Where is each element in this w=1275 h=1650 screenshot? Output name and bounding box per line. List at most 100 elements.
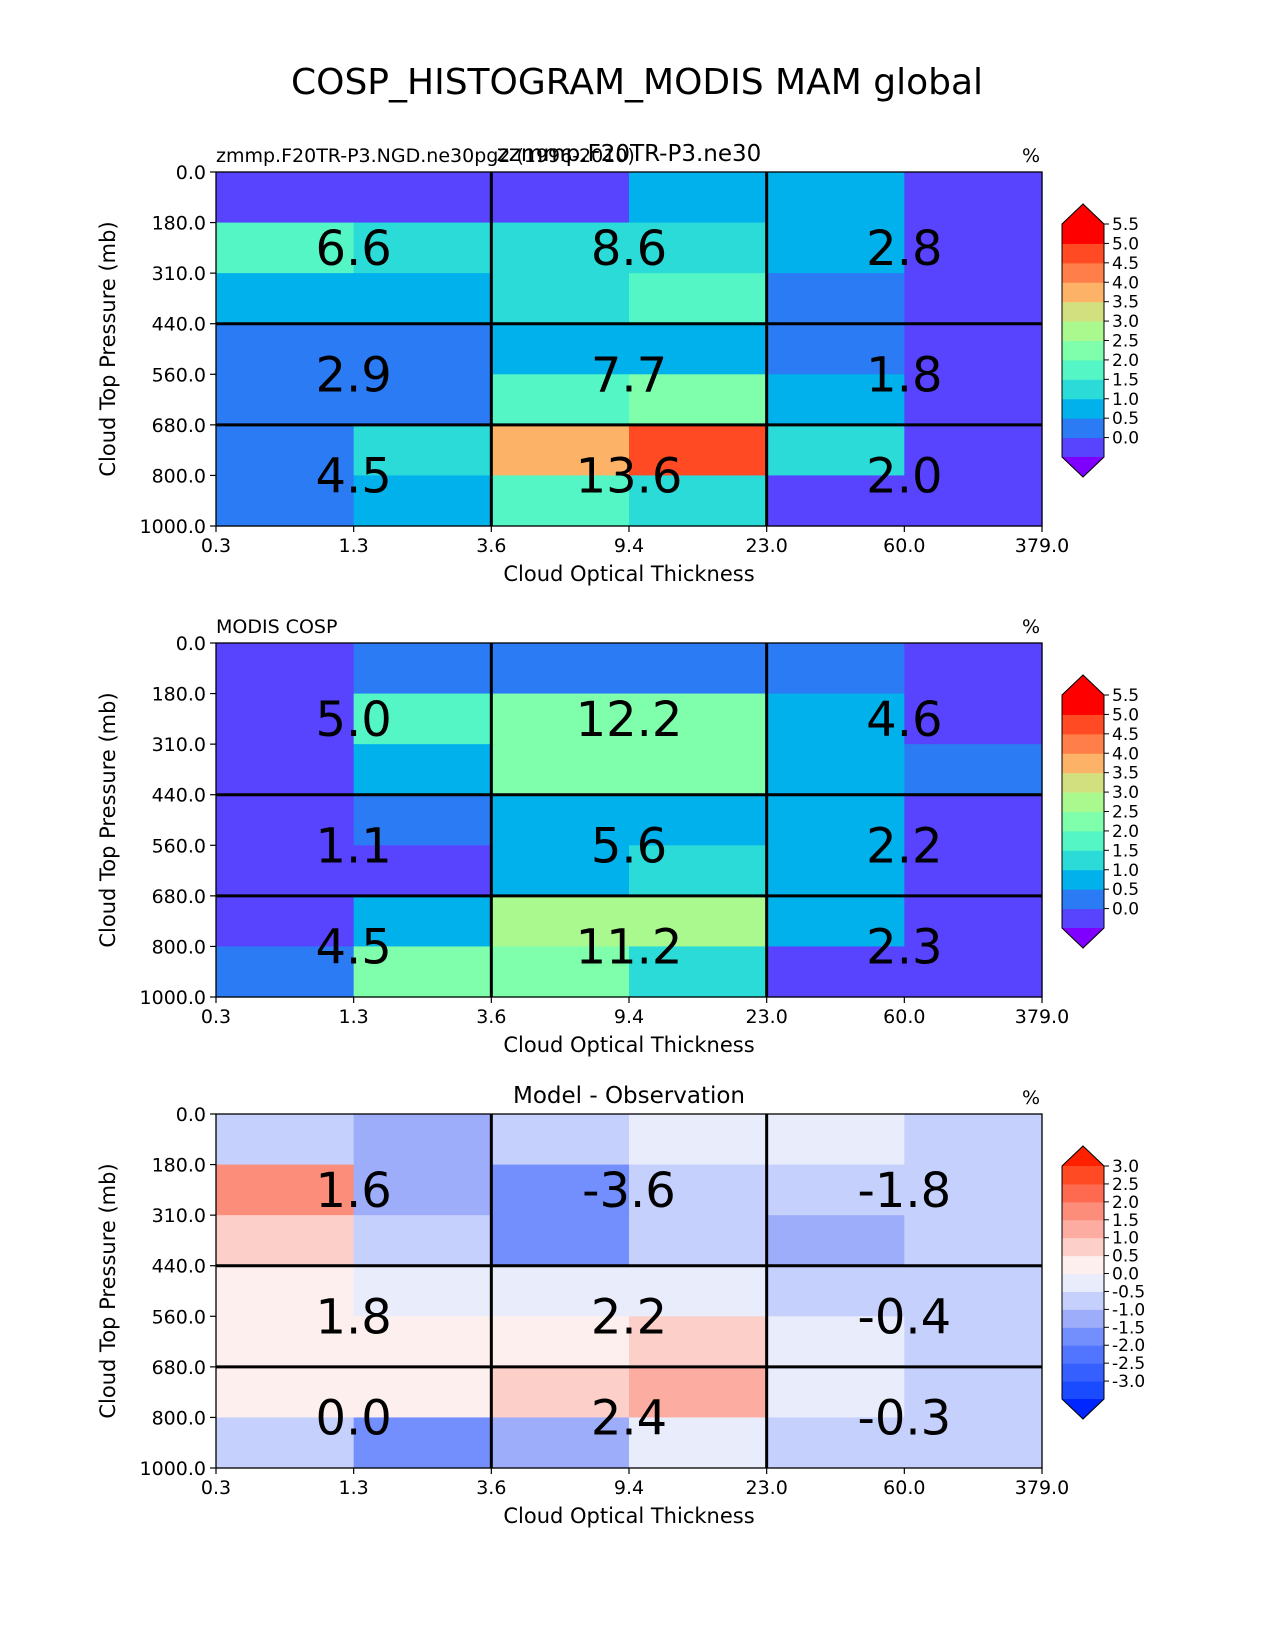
heatmap-cell	[353, 693, 492, 745]
heatmap-cell	[491, 1164, 630, 1216]
heatmap-cell	[766, 222, 905, 274]
colorbar-segment	[1062, 1291, 1104, 1310]
box-value: 5.6	[591, 818, 667, 874]
colorbar-tick-label: 4.5	[1112, 725, 1139, 745]
colorbar-segment	[1062, 243, 1104, 264]
colorbar-segment	[1062, 830, 1104, 851]
heatmap-cell	[353, 1114, 492, 1166]
heatmap-cell	[904, 222, 1043, 274]
x-tick-label: 0.3	[201, 1477, 231, 1499]
heatmap-cell	[216, 1417, 355, 1469]
x-tick-label: 1.3	[339, 535, 369, 557]
heatmap-cell	[629, 1114, 768, 1166]
colorbar-segment	[1062, 1363, 1104, 1382]
heatmap-cell	[353, 895, 492, 948]
heatmap-cell	[904, 475, 1043, 527]
y-tick-label: 560.0	[152, 835, 206, 857]
colorbar-under-arrow	[1062, 928, 1104, 948]
heatmap-cell	[904, 693, 1043, 745]
box-value: 1.1	[315, 818, 391, 874]
colorbar-under-arrow	[1062, 457, 1104, 477]
colorbar-tick-label: 0.0	[1112, 1265, 1139, 1285]
x-tick-label: 9.4	[614, 1477, 644, 1499]
heatmap-cell	[353, 643, 492, 695]
x-tick-label: 60.0	[883, 1477, 925, 1499]
colorbar-segment	[1062, 437, 1104, 458]
colorbar-segment	[1062, 908, 1104, 929]
colorbar-segment	[1062, 714, 1104, 735]
colorbar-segment	[1062, 792, 1104, 812]
colorbar-segment	[1062, 340, 1104, 361]
heatmap-cell	[216, 1366, 355, 1419]
box-value: -1.8	[858, 1163, 952, 1219]
heatmap-cell	[353, 172, 492, 224]
colorbar-segment	[1062, 695, 1104, 715]
y-tick-label: 1000.0	[140, 987, 206, 1009]
x-tick-label: 3.6	[476, 535, 506, 557]
colorbar-tick-label: 3.0	[1112, 783, 1139, 803]
colorbar-outline	[1061, 1145, 1105, 1420]
colorbar-tick-label: 2.5	[1112, 332, 1139, 352]
heatmap-cell	[629, 1366, 768, 1419]
heatmap-cell	[353, 222, 492, 274]
heatmap-cell	[904, 1366, 1043, 1419]
heatmap-cell	[629, 1417, 768, 1469]
heatmap-cell	[491, 1265, 630, 1317]
heatmap-cell	[491, 172, 630, 224]
y-tick-label: 0.0	[176, 162, 206, 184]
heatmap-cell	[629, 374, 768, 426]
heatmap-cell	[353, 794, 492, 846]
y-tick-label: 440.0	[152, 785, 206, 807]
heatmap-cell	[216, 475, 355, 527]
y-axis-label: Cloud Top Pressure (mb)	[96, 692, 120, 947]
colorbar-segment	[1062, 262, 1104, 283]
panel-title: zzmmp.F20TR-P3.ne30	[497, 141, 762, 167]
colorbar-segment	[1062, 869, 1104, 890]
heatmap-cell	[904, 1417, 1043, 1469]
heatmap-cell	[629, 744, 768, 796]
heatmap-cell	[629, 643, 768, 695]
colorbar-segment	[1062, 359, 1104, 380]
colorbar-segment	[1062, 1237, 1104, 1257]
box-value: 2.8	[866, 221, 942, 277]
x-tick-label: 1.3	[339, 1477, 369, 1499]
colorbar-segment	[1062, 1255, 1104, 1275]
x-tick-label: 23.0	[746, 1006, 788, 1028]
heatmap-cell	[629, 323, 768, 375]
box-value: 13.6	[576, 448, 683, 504]
heatmap-cell	[216, 374, 355, 426]
heatmap-cell	[353, 424, 492, 477]
x-tick-label: 3.6	[476, 1006, 506, 1028]
colorbar-segment	[1062, 1345, 1104, 1364]
colorbar-segment	[1062, 1309, 1104, 1328]
heatmap-cell	[904, 374, 1043, 426]
panel-1: 6.6 8.6 2.8 2.9 7.7 1.8 4.5 13.6 2.0 0.3 1.3 3.6 9.4…	[96, 141, 1139, 586]
panel-2: 5.0 12.2 4.6 1.1 5.6 2.2 4.5 11.2 2.3 0.3 1.3 3.6 9.…	[96, 616, 1139, 1057]
heatmap-cell	[491, 845, 630, 897]
heatmap-cell	[216, 172, 355, 224]
heatmap-cell	[353, 1417, 492, 1469]
y-tick-label: 180.0	[152, 213, 206, 235]
x-tick-label: 1.3	[339, 1006, 369, 1028]
heatmap-cell	[629, 172, 768, 224]
x-tick-label: 0.3	[201, 535, 231, 557]
colorbar-tick-label: 5.5	[1112, 686, 1139, 706]
box-value: -0.4	[858, 1289, 952, 1345]
heatmap-cell	[353, 1316, 492, 1368]
y-tick-label: 680.0	[152, 886, 206, 908]
colorbar-segment	[1062, 321, 1104, 341]
heatmap-cell	[904, 845, 1043, 897]
colorbar-tick-label: 0.5	[1112, 409, 1139, 429]
colorbar-outline	[1061, 203, 1105, 478]
heatmap-cell	[766, 1316, 905, 1368]
colorbar-tick-label: 3.0	[1112, 1157, 1139, 1177]
heatmap-cell	[766, 845, 905, 897]
y-tick-label: 1000.0	[140, 1458, 206, 1480]
colorbar-tick-label: 1.0	[1112, 1229, 1139, 1249]
x-tick-label: 23.0	[746, 1477, 788, 1499]
heatmap-cell	[629, 222, 768, 274]
heatmap-cell	[216, 273, 355, 325]
heatmap-cell	[216, 946, 355, 998]
y-axis-label: Cloud Top Pressure (mb)	[96, 221, 120, 476]
